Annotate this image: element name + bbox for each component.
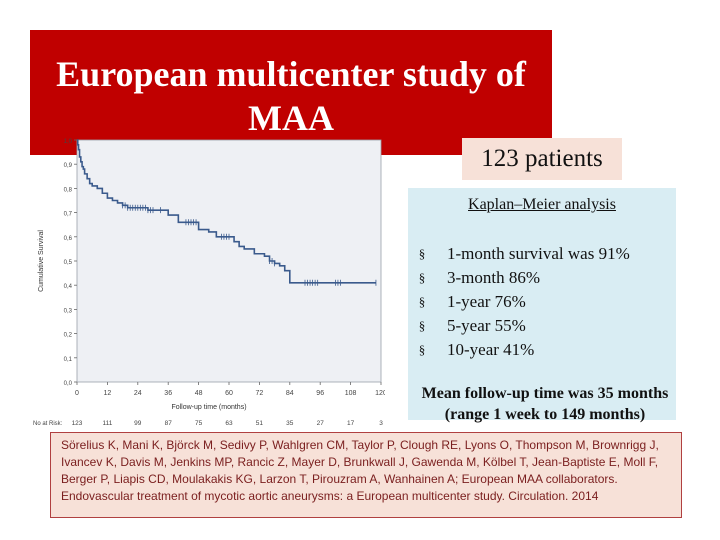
- risk-table-value: 63: [225, 420, 233, 427]
- slide-title: European multicenter study of MAA: [56, 54, 526, 138]
- km-analysis-box: Kaplan–Meier analysis § 1-month survival …: [408, 188, 676, 420]
- x-tick-label: 120: [375, 390, 385, 397]
- risk-table-label: No at Risk:: [33, 421, 63, 427]
- bullet-marker-icon: §: [418, 318, 426, 333]
- followup-line-2: (range 1 week to 149 months): [444, 406, 646, 423]
- risk-table-value: 3: [379, 420, 383, 427]
- x-tick-label: 48: [195, 390, 203, 397]
- bullet-item: § 3-month 86%: [414, 266, 647, 290]
- x-tick-label: 96: [316, 390, 324, 397]
- risk-table-value: 111: [102, 420, 112, 427]
- y-tick-label: 0,0: [64, 381, 73, 387]
- bullet-marker-icon: §: [418, 342, 426, 357]
- x-tick-label: 60: [225, 390, 233, 397]
- risk-table-value: 27: [317, 420, 325, 427]
- y-tick-label: 0,8: [64, 187, 73, 193]
- risk-table-value: 17: [347, 420, 355, 427]
- y-tick-label: 0,1: [64, 357, 73, 363]
- bullet-text: 10-year 41%: [447, 340, 535, 359]
- x-tick-label: 24: [134, 390, 142, 397]
- kaplan-meier-svg: 0,00,10,20,30,40,50,60,70,80,91,00 12 24 36…: [33, 139, 385, 427]
- x-tick-label: 108: [345, 390, 357, 397]
- bullet-item: § 10-year 41%: [414, 338, 647, 362]
- y-tick-label: 0,2: [64, 333, 73, 339]
- x-tick-label: 72: [256, 390, 264, 397]
- bullet-text: 5-year 55%: [447, 316, 526, 335]
- risk-table-value: 35: [286, 420, 294, 427]
- y-tick-label: 0,7: [64, 212, 73, 218]
- x-tick-label: 0: [75, 390, 79, 397]
- x-tick-label: 12: [104, 390, 112, 397]
- bullet-item: § 1-month survival was 91%: [414, 242, 647, 266]
- y-tick-label: 0,9: [64, 163, 73, 169]
- y-tick-label: 0,3: [64, 308, 73, 314]
- patients-count-box: 123 patients: [462, 138, 622, 180]
- risk-table-value: 51: [256, 420, 264, 427]
- followup-note: Mean follow-up time was 35 months (range…: [400, 383, 690, 425]
- risk-table-value: 87: [165, 420, 173, 427]
- bullet-item: § 1-year 76%: [414, 290, 647, 314]
- risk-table-value: 99: [134, 420, 142, 427]
- followup-line-1: Mean follow-up time was 35 months: [421, 385, 669, 402]
- x-tick-label: 84: [286, 390, 294, 397]
- y-tick-label: 0,6: [64, 236, 73, 242]
- x-axis-label: Follow-up time (months): [171, 404, 246, 411]
- bullet-marker-icon: §: [418, 270, 426, 285]
- survival-bullet-list: § 1-month survival was 91% § 3-month 86% §…: [414, 242, 647, 362]
- bullet-marker-icon: §: [418, 246, 426, 261]
- bullet-item: § 5-year 55%: [414, 314, 647, 338]
- risk-table-value: 123: [72, 420, 83, 427]
- citation-box: Sörelius K, Mani K, Björck M, Sedivy P, …: [50, 432, 682, 518]
- bullet-marker-icon: §: [418, 294, 426, 309]
- title-banner: European multicenter study of MAA: [30, 30, 552, 155]
- bullet-text: 1-month survival was 91%: [447, 244, 630, 263]
- kaplan-meier-chart: 0,0 0,1 0,2 0,3 0,4 0,5 0,6 0,7 0,8 0,9 1,0 0 12 24 36…: [33, 132, 385, 432]
- risk-table-value: 75: [195, 420, 203, 427]
- y-tick-label: 1,0: [64, 139, 73, 145]
- km-analysis-title: Kaplan–Meier analysis: [468, 196, 616, 213]
- plot-area: [76, 139, 382, 383]
- x-tick-label: 36: [164, 390, 172, 397]
- bullet-text: 3-month 86%: [447, 268, 541, 287]
- y-tick-label: 0,5: [64, 260, 73, 266]
- bullet-text: 1-year 76%: [447, 292, 526, 311]
- y-axis-label: Cumulative Survival: [38, 230, 45, 292]
- y-tick-label: 0,4: [64, 284, 73, 290]
